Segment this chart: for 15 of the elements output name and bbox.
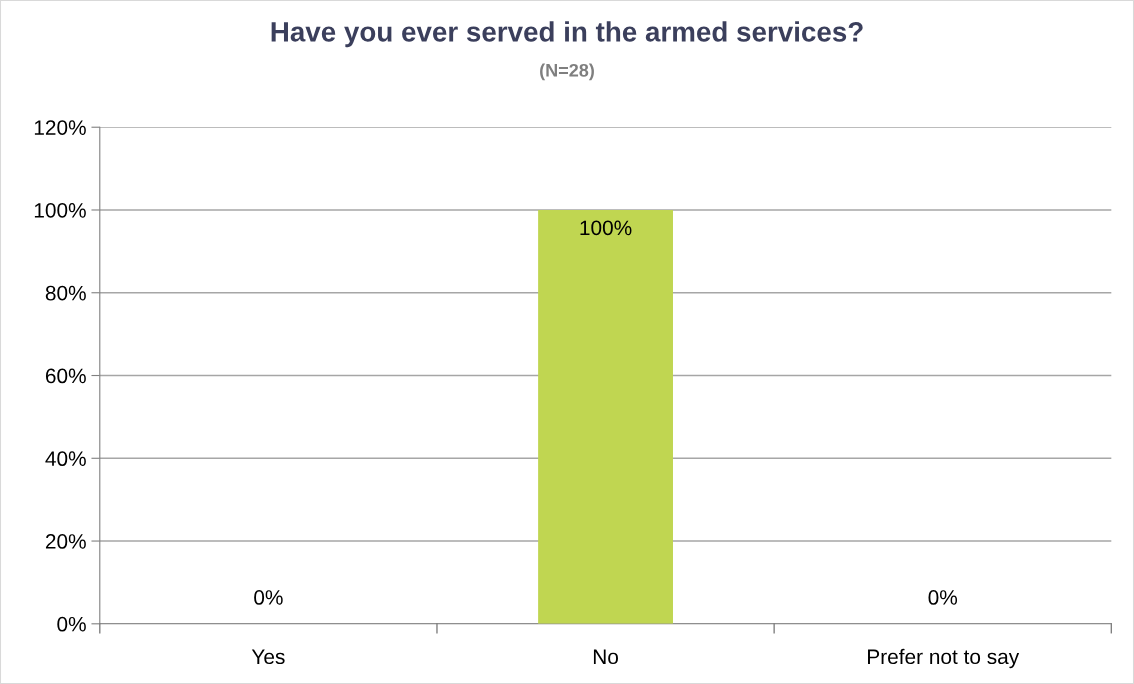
y-tick-label: 100%: [34, 202, 86, 218]
data-label: 0%: [928, 590, 958, 605]
data-label: 0%: [254, 590, 283, 605]
x-tick-label: Prefer not to say: [868, 648, 1020, 669]
y-tick-label: 60%: [45, 368, 86, 384]
x-tick-label: No: [593, 649, 618, 665]
y-tick-label: 40%: [45, 451, 86, 467]
y-tick-label: 80%: [45, 285, 86, 301]
chart-subtitle: (N=28): [540, 63, 594, 81]
chart-title: Have you ever served in the armed services?: [271, 21, 863, 48]
y-tick-label: 20%: [45, 534, 86, 549]
x-tick-label: Yes: [251, 649, 285, 665]
y-tick-label: 0%: [57, 616, 86, 632]
data-label: 100%: [580, 220, 632, 236]
y-tick-label: 120%: [34, 120, 86, 135]
